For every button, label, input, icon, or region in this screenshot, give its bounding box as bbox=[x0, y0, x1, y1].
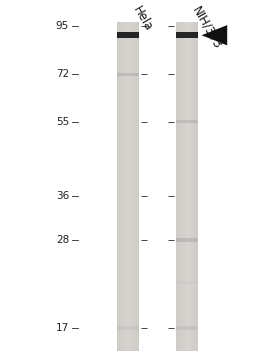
Bar bbox=[123, 22, 124, 351]
Bar bbox=[177, 22, 178, 351]
Text: NIH/3T3: NIH/3T3 bbox=[189, 4, 224, 51]
Text: 36: 36 bbox=[56, 191, 69, 201]
Bar bbox=[122, 22, 123, 351]
Bar bbox=[188, 22, 189, 351]
Bar bbox=[135, 22, 136, 351]
Text: 17: 17 bbox=[56, 323, 69, 333]
Bar bbox=[176, 326, 198, 329]
Bar bbox=[117, 73, 139, 76]
Bar bbox=[191, 22, 192, 351]
Bar bbox=[176, 22, 177, 351]
Bar bbox=[184, 22, 185, 351]
Bar bbox=[132, 22, 133, 351]
Bar bbox=[117, 326, 139, 329]
Bar bbox=[179, 22, 180, 351]
Bar bbox=[117, 22, 139, 351]
Bar bbox=[182, 22, 183, 351]
Bar bbox=[136, 22, 137, 351]
Bar bbox=[129, 22, 130, 351]
Bar bbox=[181, 22, 182, 351]
Bar bbox=[137, 22, 138, 351]
Bar bbox=[176, 281, 198, 284]
Bar bbox=[183, 22, 184, 351]
Bar bbox=[176, 22, 198, 351]
Bar bbox=[176, 32, 198, 38]
Bar bbox=[187, 22, 188, 351]
Bar bbox=[176, 238, 198, 242]
Bar bbox=[190, 22, 191, 351]
Text: 28: 28 bbox=[56, 235, 69, 245]
Bar bbox=[180, 22, 181, 351]
Bar bbox=[193, 22, 194, 351]
Bar bbox=[127, 22, 128, 351]
Text: 55: 55 bbox=[56, 117, 69, 127]
Bar bbox=[138, 22, 139, 351]
Bar bbox=[119, 22, 120, 351]
Text: 72: 72 bbox=[56, 70, 69, 79]
Bar bbox=[126, 22, 127, 351]
Bar bbox=[125, 22, 126, 351]
Text: Hela: Hela bbox=[131, 4, 155, 34]
Bar bbox=[130, 22, 131, 351]
Bar bbox=[124, 22, 125, 351]
Bar bbox=[192, 22, 193, 351]
Bar bbox=[197, 22, 198, 351]
Bar bbox=[128, 22, 129, 351]
Bar bbox=[134, 22, 135, 351]
Bar bbox=[117, 32, 139, 38]
Bar bbox=[178, 22, 179, 351]
Bar bbox=[185, 22, 186, 351]
Text: 95: 95 bbox=[56, 21, 69, 31]
Bar bbox=[131, 22, 132, 351]
Polygon shape bbox=[202, 25, 227, 45]
Bar bbox=[117, 22, 118, 351]
Bar bbox=[196, 22, 197, 351]
Bar bbox=[118, 22, 119, 351]
Bar bbox=[133, 22, 134, 351]
Bar bbox=[120, 22, 121, 351]
Bar bbox=[189, 22, 190, 351]
Bar bbox=[186, 22, 187, 351]
Bar bbox=[195, 22, 196, 351]
Bar bbox=[176, 120, 198, 123]
Bar bbox=[194, 22, 195, 351]
Bar bbox=[121, 22, 122, 351]
